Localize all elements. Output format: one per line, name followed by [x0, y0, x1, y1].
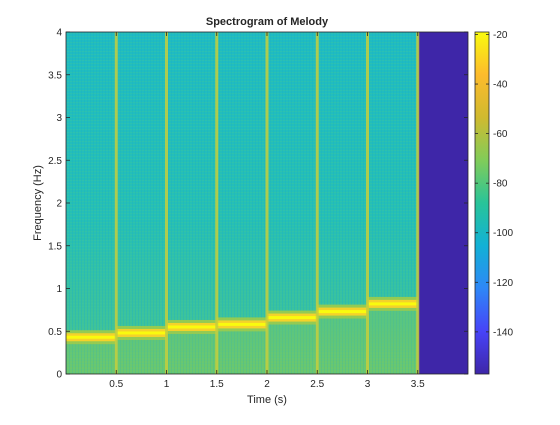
y-axis: 0 0.5 1 1.5 2 2.5 3 3.5 4 [48, 28, 468, 381]
x-tick-label: 1 [164, 379, 170, 390]
colorbar [474, 31, 490, 375]
chart-title: Spectrogram of Melody [206, 16, 329, 28]
note-peak [267, 316, 318, 320]
note-low-glow [216, 331, 267, 374]
x-tick-label: 3.5 [411, 379, 425, 390]
x-tick-label: 1.5 [210, 379, 224, 390]
y-tick-label: 1.5 [48, 241, 62, 252]
note-low-glow [116, 339, 167, 374]
y-tick-label: 2.5 [48, 156, 62, 167]
plot-area [66, 32, 468, 374]
note-low-glow [66, 344, 117, 374]
y-tick-label: 0.5 [48, 327, 62, 338]
y-tick-label: 3 [56, 113, 62, 124]
x-tick-label: 0.5 [109, 379, 123, 390]
note-peak [116, 331, 167, 335]
y-tick-label: 4 [56, 28, 62, 39]
x-axis: 0.5 1 1.5 2 2.5 3 3.5 [109, 32, 425, 390]
y-tick-label: 1 [56, 284, 62, 295]
note-onset-line [215, 32, 219, 374]
note-onset-line [366, 32, 369, 374]
note-onset-line [265, 32, 269, 374]
y-tick-label: 3.5 [48, 70, 62, 81]
note-low-glow [317, 318, 368, 374]
note-low-glow [267, 324, 318, 374]
note-peak [367, 302, 418, 306]
y-axis-label: Frequency (Hz) [32, 165, 44, 241]
note-onset-line [165, 32, 168, 374]
colorbar-tick-label: -80 [493, 179, 508, 190]
note-low-glow [367, 310, 418, 374]
x-tick-label: 3 [365, 379, 371, 390]
colorbar-tick-label: -60 [493, 129, 508, 140]
x-tick-label: 2.5 [310, 379, 324, 390]
note-onset-line [114, 32, 118, 374]
note-peak [317, 310, 368, 314]
colorbar-tick-label: -100 [493, 228, 513, 239]
colorbar-tick-label: -40 [493, 80, 508, 91]
silent-region [417, 32, 468, 374]
colorbar-tick-label: -140 [493, 327, 513, 338]
note-onset-line [315, 32, 319, 374]
colorbar-tick-label: -20 [493, 30, 508, 41]
note-low-glow [166, 333, 217, 374]
note-peak [166, 325, 217, 329]
x-tick-label: 2 [264, 379, 270, 390]
colorbar-axis: -140 -120 -100 -80 -60 -40 -20 [475, 30, 513, 338]
colorbar-tick-label: -120 [493, 278, 513, 289]
y-tick-label: 0 [56, 370, 62, 381]
note-peak [66, 335, 117, 339]
x-axis-label: Time (s) [247, 394, 287, 406]
note-offset-line [416, 32, 420, 374]
note-peak [216, 322, 267, 326]
y-tick-label: 2 [56, 199, 62, 210]
